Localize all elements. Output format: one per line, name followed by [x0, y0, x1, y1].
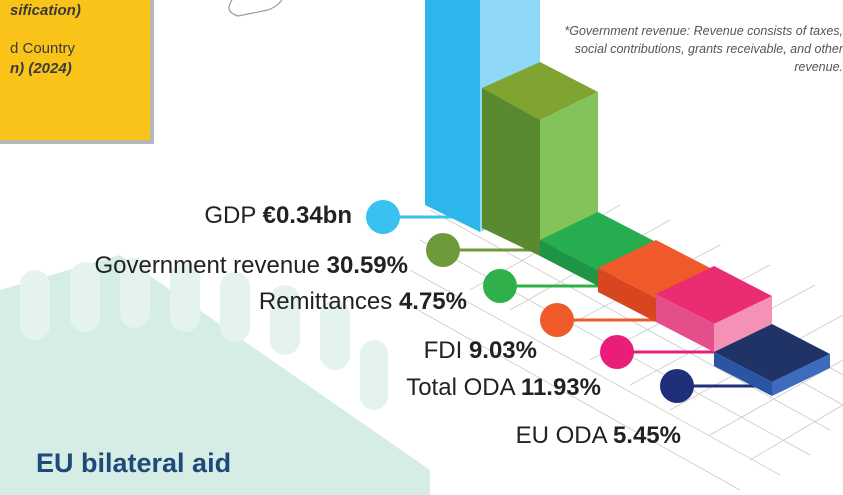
info-line-2: d Country	[10, 40, 76, 57]
label-eu-oda-value: 5.45%	[612, 422, 681, 449]
marker-dots	[366, 200, 694, 403]
label-government-revenue-name: Government revenue	[94, 252, 320, 279]
label-gdp-value: €0.34bn	[262, 202, 352, 229]
label-gdp-name: GDP	[204, 202, 256, 229]
bg-panel	[0, 255, 430, 495]
bar-government-revenue	[482, 62, 598, 256]
label-total-oda-name: Total ODA	[406, 374, 515, 401]
label-gdp: GDP €0.34bn	[204, 202, 352, 230]
bg-decor-shapes	[20, 258, 388, 410]
label-total-oda: Total ODA 11.93%	[406, 374, 601, 402]
bar-total-oda	[656, 266, 772, 352]
map-outline	[228, 0, 283, 17]
label-eu-oda: EU ODA 5.45%	[516, 422, 681, 450]
info-line-1: sification)	[10, 2, 81, 19]
label-government-revenue: Government revenue 30.59%	[94, 252, 408, 280]
label-remittances-name: Remittances	[258, 288, 393, 315]
label-remittances: Remittances 4.75%	[259, 288, 467, 316]
label-fdi: FDI 9.03%	[424, 337, 537, 365]
label-total-oda-value: 11.93%	[520, 374, 601, 401]
label-government-revenue-value: 30.59%	[326, 252, 408, 279]
label-fdi-name: FDI	[423, 337, 463, 364]
info-line-3: n) (2024)	[10, 60, 72, 77]
section-title: EU bilateral aid	[36, 448, 232, 478]
label-eu-oda-name: EU ODA	[515, 422, 607, 449]
bar-eu-oda	[714, 324, 830, 396]
label-fdi-value: 9.03%	[468, 337, 537, 364]
footnote: *Government revenue: Revenue consists of…	[564, 24, 843, 74]
label-remittances-value: 4.75%	[398, 288, 467, 315]
info-box: sification) d Country n) (2024)	[0, 0, 150, 140]
